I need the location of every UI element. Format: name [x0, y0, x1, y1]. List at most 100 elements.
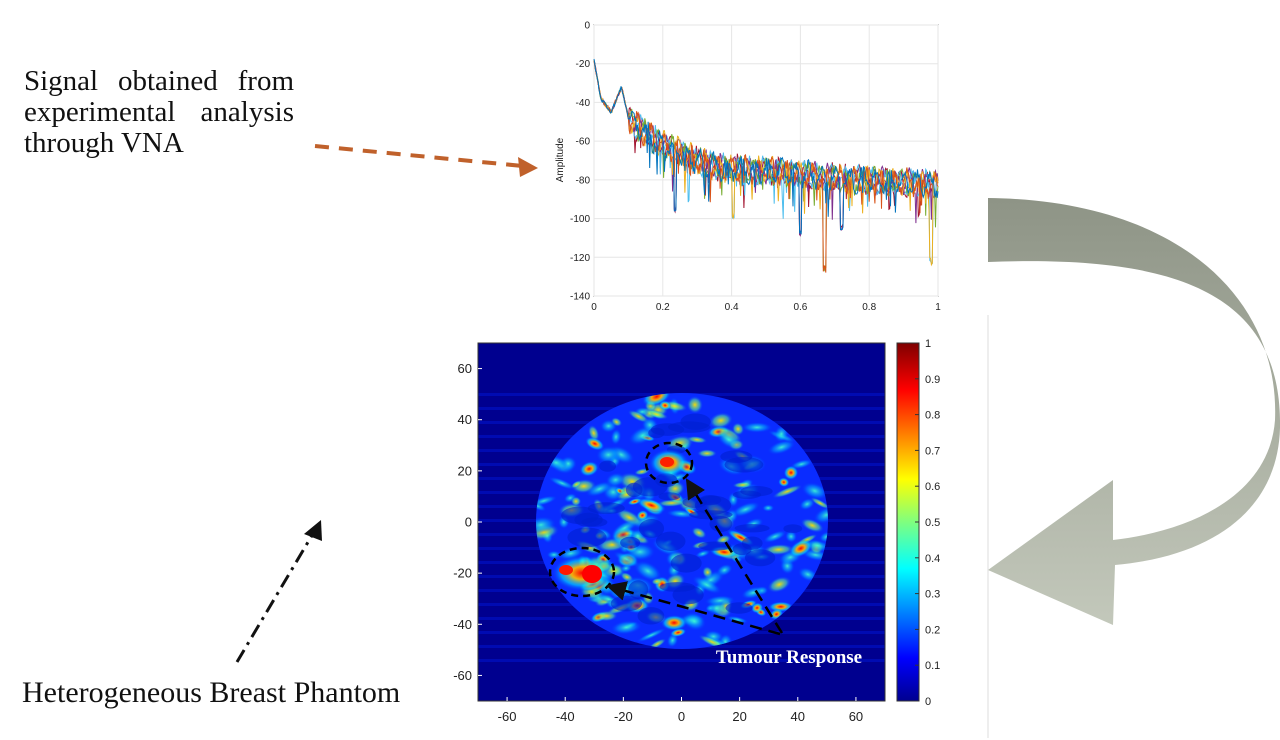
- texture-shadow: [587, 502, 625, 515]
- signal-chart-ylabel: Amplitude: [555, 137, 566, 182]
- image-ytick: 0: [465, 515, 472, 530]
- signal-chart-ytick: -80: [576, 175, 591, 186]
- reconstruction-image: -60 -40 -20 0 20 40 60 60 40 20 0 -20 -40 -60 Tumour …: [453, 342, 886, 724]
- signal-chart-grid: [593, 24, 939, 297]
- colorbar-tick: 1: [925, 338, 931, 350]
- image-xtick: 20: [732, 709, 746, 724]
- texture-blob: [636, 628, 666, 643]
- tumour-core-lower: [582, 565, 602, 583]
- texture-blob: [658, 400, 672, 411]
- texture-blob: [634, 468, 650, 476]
- colorbar-tick: 0.2: [925, 624, 940, 636]
- texture-blob: [611, 620, 642, 635]
- texture-blob: [579, 461, 599, 477]
- texture-shadow: [620, 536, 641, 549]
- signal-chart-ytick: -120: [570, 253, 590, 264]
- texture-blob: [697, 449, 717, 458]
- texture-shadow: [709, 516, 733, 532]
- texture-blob: [801, 482, 828, 500]
- texture-blob: [704, 595, 735, 606]
- texture-shadow: [670, 553, 702, 573]
- signal-arrow: [314, 144, 538, 177]
- colorbar: 1 0.9 0.8 0.7 0.6 0.5 0.4 0.3 0.2 0.1 0: [896, 338, 940, 708]
- signal-chart-xtick: 0.8: [862, 302, 876, 313]
- texture-blob: [610, 428, 622, 445]
- texture-blob: [570, 480, 582, 489]
- image-ytick: -60: [453, 668, 472, 683]
- texture-blob: [731, 501, 760, 518]
- texture-blob: [778, 477, 790, 487]
- texture-blob: [708, 412, 733, 429]
- signal-chart-xtick: 0.6: [793, 302, 807, 313]
- signal-chart-ytick: -140: [570, 292, 590, 303]
- tumour-response-label: Tumour Response: [716, 647, 862, 668]
- texture-shadow: [638, 519, 665, 538]
- image-stripe: [478, 659, 885, 662]
- texture-shadow: [659, 582, 695, 592]
- texture-blob: [732, 481, 753, 489]
- phantom-disc: [536, 393, 828, 649]
- signal-chart: 0 0.2 0.4 0.6 0.8 10-20-40-60-80-100-120-140 …: [555, 21, 941, 314]
- texture-blob: [741, 422, 773, 433]
- texture-blob: [772, 484, 803, 499]
- texture-blob: [726, 615, 749, 624]
- texture-shadow: [698, 541, 732, 551]
- texture-blob: [785, 530, 798, 543]
- texture-shadow: [574, 512, 603, 527]
- texture-blob: [767, 439, 796, 455]
- image-xtick: -60: [498, 709, 517, 724]
- texture-shadow: [741, 536, 763, 550]
- signal-chart-ytick: -60: [576, 137, 591, 148]
- tumour-core-upper: [660, 457, 674, 467]
- texture-blob: [660, 614, 688, 631]
- texture-blob: [810, 497, 828, 510]
- texture-shadow: [725, 602, 753, 614]
- texture-shadow: [732, 490, 762, 499]
- signal-chart-series: [593, 58, 939, 273]
- colorbar-tick: 0.6: [925, 481, 940, 493]
- texture-blob: [691, 526, 707, 539]
- colorbar-tick: 0.7: [925, 445, 940, 457]
- colorbar-ticks: 1 0.9 0.8 0.7 0.6 0.5 0.4 0.3 0.2 0.1 0: [915, 338, 940, 708]
- curved-flow-arrow: [988, 198, 1280, 625]
- texture-shadow: [658, 492, 681, 501]
- signal-chart-xtick: 0: [591, 302, 597, 313]
- texture-shadow: [628, 580, 649, 600]
- texture-blob: [751, 602, 764, 614]
- image-ytick: 40: [458, 412, 472, 427]
- texture-blob: [651, 577, 663, 585]
- texture-blob: [600, 419, 617, 433]
- signal-chart-ytick: 0: [584, 21, 590, 32]
- colorbar-tick: 0.9: [925, 374, 940, 386]
- image-ytick: -40: [453, 617, 472, 632]
- colorbar-tick: 0.8: [925, 410, 940, 422]
- texture-blob: [716, 430, 741, 449]
- texture-blob: [636, 497, 666, 513]
- texture-blob: [762, 504, 775, 512]
- tumour-marker-lower: [548, 546, 616, 598]
- texture-blob: [783, 465, 799, 480]
- texture-shadow: [720, 450, 753, 463]
- texture-blob: [611, 518, 639, 537]
- signal-description: Signal obtained from experimental analys…: [24, 65, 294, 159]
- texture-shadow: [744, 549, 776, 567]
- texture-blob: [596, 445, 621, 464]
- texture-blob: [788, 539, 813, 558]
- texture-blob: [548, 476, 576, 490]
- image-xtick: -20: [614, 709, 633, 724]
- signal-chart-xtick: 1: [935, 302, 941, 313]
- texture-blob: [634, 560, 662, 582]
- texture-blob: [799, 498, 815, 511]
- texture-blob: [585, 481, 613, 497]
- texture-blob: [536, 516, 556, 534]
- texture-blob: [644, 409, 669, 420]
- texture-shadow: [783, 524, 803, 533]
- signal-chart-ticks: 0 0.2 0.4 0.6 0.8 1 0 -20 -40 -60 -80 -100 -120 -140: [570, 21, 941, 314]
- texture-blob: [613, 551, 640, 568]
- texture-blob: [692, 575, 722, 594]
- texture-blob: [800, 518, 824, 533]
- texture-blob: [686, 395, 704, 414]
- texture-blob: [819, 531, 828, 543]
- colorbar-tick: 0.3: [925, 589, 940, 601]
- tumour-pointer-lower: [606, 581, 781, 636]
